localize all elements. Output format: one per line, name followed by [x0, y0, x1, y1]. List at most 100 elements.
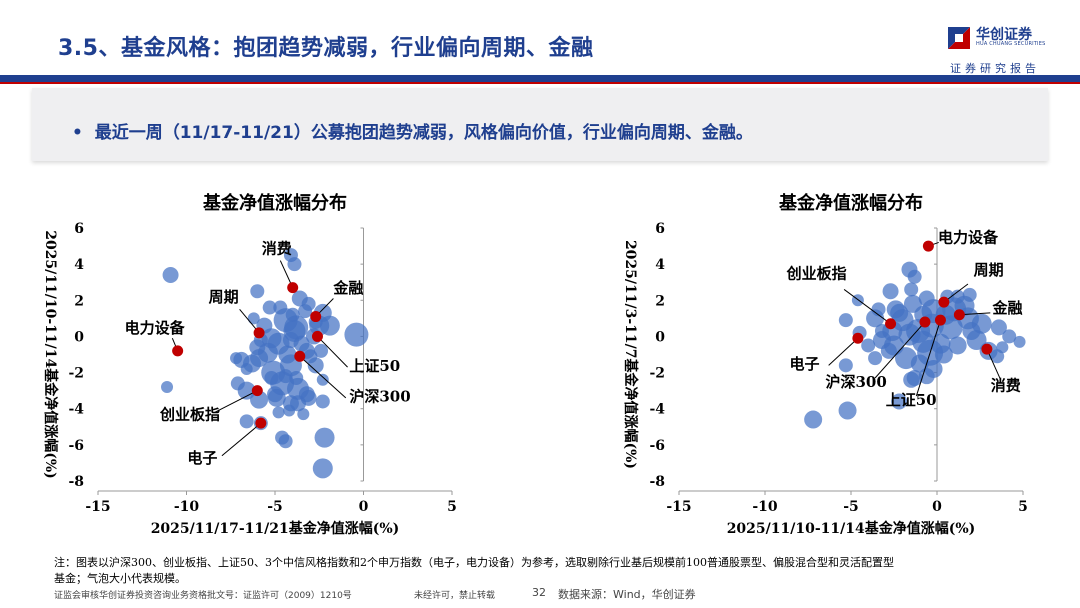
reference-point [938, 296, 950, 308]
data-source: 数据来源：Wind，华创证券 [558, 588, 696, 601]
y-tick-label: 6 [655, 221, 665, 237]
fund-bubble [890, 303, 909, 322]
x-tick-label: -15 [666, 499, 691, 515]
fund-bubble [278, 434, 293, 449]
reprint-notice: 未经许可，禁止转载 [414, 591, 496, 601]
fund-bubble [161, 381, 174, 394]
fund-bubble [316, 373, 329, 386]
leader-line [214, 390, 258, 413]
reference-label: 电力设备 [125, 319, 186, 337]
leader-line [221, 422, 262, 457]
chart-footnote: 注：图表以沪深300、创业板指、上证50、3个中信风格指数和2个申万指数（电子，… [54, 555, 1054, 587]
y-tick-label: 2 [655, 293, 665, 309]
leader-line [299, 355, 347, 399]
reference-label: 沪深300 [349, 387, 410, 405]
fund-bubble [962, 322, 981, 341]
reference-label: 周期 [209, 288, 239, 306]
y-tick-label: 0 [74, 329, 84, 345]
page-title: 3.5、基金风格：抱团趋势减弱，行业偏向周期、金融 [58, 36, 594, 61]
fund-bubble [930, 333, 951, 354]
fund-bubble [282, 332, 299, 349]
x-tick-label: -15 [85, 499, 110, 515]
fund-bubble [301, 296, 316, 311]
reference-point [953, 309, 965, 321]
logo-name: 华创证券 [976, 27, 1032, 43]
fund-bubble [910, 354, 929, 373]
reference-label: 电力设备 [938, 228, 999, 246]
fund-bubble [891, 393, 908, 410]
x-tick-label: -10 [174, 499, 200, 515]
x-tick-label: 0 [932, 499, 942, 515]
reference-label: 沪深300 [826, 373, 887, 391]
y-axis-label: 2025/11/3-11/7基金净值涨幅(%) [622, 240, 639, 469]
fund-bubble [1002, 329, 1017, 344]
reference-point [253, 327, 265, 339]
reference-point [934, 314, 946, 326]
reference-point [251, 385, 263, 397]
reference-point [311, 330, 323, 342]
reference-point [919, 316, 931, 328]
header-divider [0, 75, 1080, 82]
logo-mark-icon [948, 27, 970, 49]
fund-bubble [250, 284, 265, 299]
reference-label: 金融 [332, 279, 363, 297]
y-tick-label: 6 [74, 221, 84, 237]
x-tick-label: -5 [267, 499, 283, 515]
y-tick-label: -6 [68, 438, 84, 454]
fund-bubble [314, 343, 329, 358]
reference-point [310, 311, 322, 323]
page-number: 32 [532, 586, 546, 599]
reference-label: 创业板指 [159, 406, 220, 424]
leader-line [915, 320, 941, 397]
reference-point [287, 282, 299, 294]
logo-english-name: HUA CHUANG SECURITIES [976, 41, 1046, 47]
reference-point [981, 343, 993, 355]
y-tick-label: 4 [74, 257, 84, 273]
reference-label: 消费 [991, 377, 1021, 395]
x-tick-label: -10 [752, 499, 778, 515]
y-axis-label: 2025/11/10-11/14基金净值涨幅(%) [42, 230, 59, 479]
y-tick-label: 4 [655, 257, 665, 273]
fund-bubble [162, 266, 179, 283]
fund-bubble [264, 370, 279, 385]
fund-bubble [297, 408, 310, 421]
fund-bubble [283, 404, 296, 417]
fund-bubble [344, 322, 369, 347]
reference-point [885, 318, 897, 330]
x-axis-label: 2025/11/10-11/14基金净值涨幅(%) [727, 520, 976, 537]
y-tick-label: -2 [68, 366, 84, 382]
x-axis-label: 2025/11/17-11/21基金净值涨幅(%) [151, 520, 400, 537]
fund-bubble [230, 352, 243, 365]
reference-label: 上证50 [886, 391, 937, 409]
fund-bubble [838, 313, 853, 328]
fund-bubble [303, 349, 318, 364]
summary-sentence: 最近一周（11/17-11/21）公募抱团趋势减弱，风格偏向价值，行业偏向周期、… [94, 123, 753, 143]
report-type-label: 证券研究报告 [950, 62, 1040, 75]
fund-bubble [996, 341, 1009, 354]
fund-bubble [278, 345, 297, 364]
x-tick-label: -5 [843, 499, 859, 515]
fund-bubble [861, 338, 876, 353]
reference-point [294, 350, 306, 362]
license-text: 证监会审核华创证券投资咨询业务资格批文号：证监许可（2009）1210号 [54, 591, 352, 601]
fund-bubble [262, 300, 277, 315]
header-accent-line [0, 82, 1080, 84]
reference-label: 上证50 [349, 357, 400, 375]
fund-bubble [904, 282, 919, 297]
reference-label: 周期 [974, 261, 1004, 279]
fund-bubble [903, 371, 920, 388]
reference-point [255, 417, 267, 429]
y-tick-label: -8 [649, 474, 665, 490]
fund-bubble [287, 257, 302, 272]
reference-label: 电子 [187, 449, 217, 467]
reference-label: 电子 [790, 355, 820, 373]
leader-line [874, 321, 926, 379]
fund-bubble [948, 336, 967, 355]
fund-bubble [240, 362, 253, 375]
fund-bubble [838, 401, 857, 420]
summary-bullet: • [72, 123, 83, 143]
fund-bubble [907, 269, 922, 284]
fund-bubble [924, 359, 943, 378]
fund-bubble [838, 358, 853, 373]
reference-point [172, 345, 184, 357]
